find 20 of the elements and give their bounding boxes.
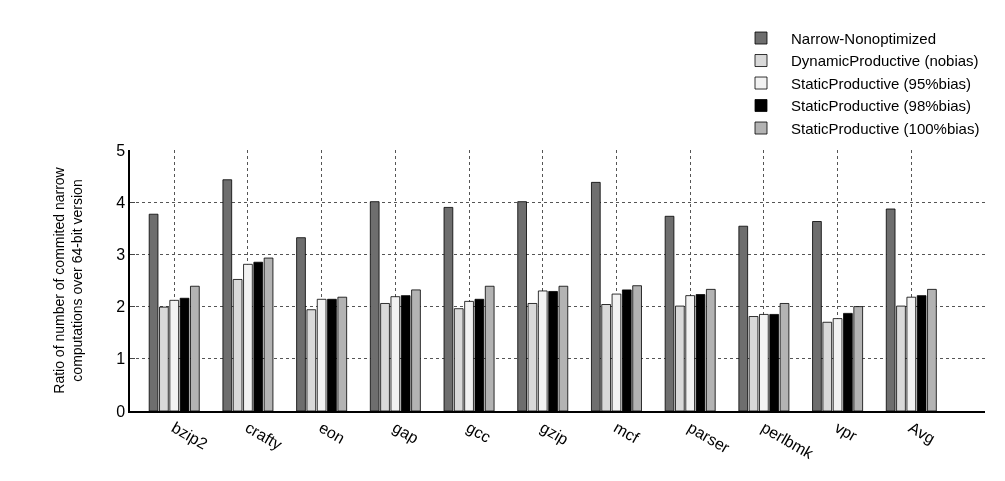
x-tick-label: crafty [242, 418, 285, 454]
y-axis-title: Ratio of number of commited narrow computations over 64-bit version [51, 166, 86, 394]
y-tick-label: 1 [116, 350, 126, 368]
y-tick-label: 0 [116, 402, 126, 420]
y-tick-label: 2 [116, 298, 126, 316]
legend-label: StaticProductive (98%bias) [791, 97, 972, 115]
legend-label: Narrow-Nonoptimized [791, 29, 937, 47]
x-tick-label: eon [316, 418, 348, 447]
legend-label: DynamicProductive (nobias) [791, 52, 979, 70]
y-tick-label: 3 [116, 246, 126, 263]
x-tick-label: gzip [537, 418, 572, 449]
y-tick-label: 5 [116, 141, 126, 159]
x-tick-label: gap [389, 418, 422, 447]
y-tick-label: 4 [116, 193, 126, 211]
x-tick-label: mcf [610, 418, 643, 447]
legend-label: StaticProductive (100%bias) [791, 119, 980, 137]
x-tick-label: vpr [832, 418, 861, 445]
x-tick-label: Avg [905, 418, 938, 448]
x-tick-label: gcc [463, 418, 494, 446]
legend-label: StaticProductive (95%bias) [791, 74, 972, 92]
